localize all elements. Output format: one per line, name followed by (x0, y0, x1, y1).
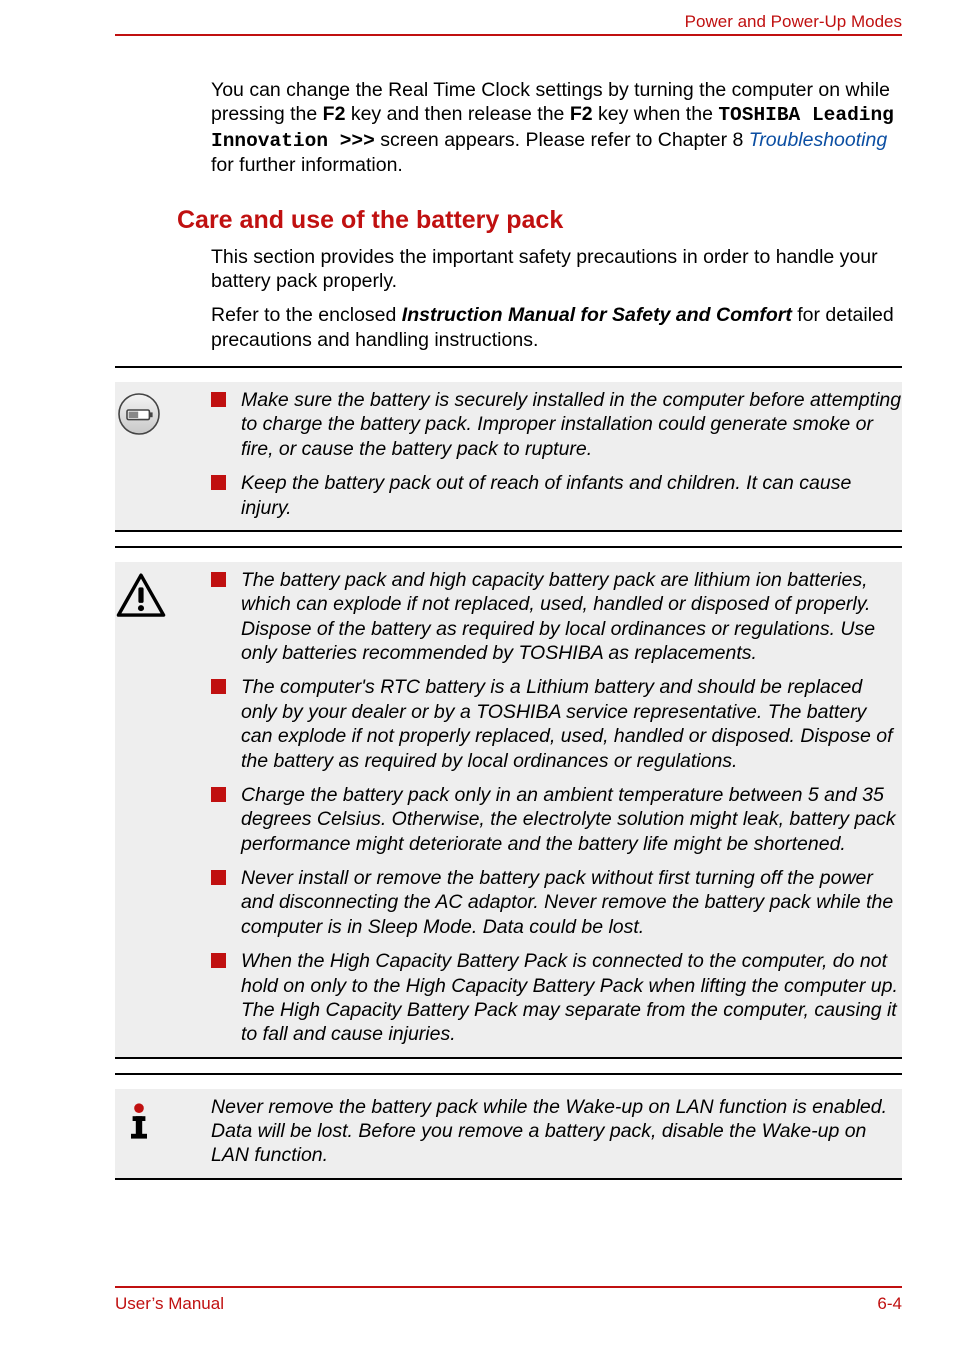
list-item: Charge the battery pack only in an ambie… (211, 783, 902, 856)
list-item: When the High Capacity Battery Pack is c… (211, 949, 902, 1047)
intro-mid2: key when the (593, 103, 719, 125)
list-item: Never install or remove the battery pack… (211, 866, 902, 939)
intro-paragraph: You can change the Real Time Clock setti… (211, 78, 902, 178)
intro-link-troubleshooting[interactable]: Troubleshooting (749, 129, 887, 151)
top-rule (115, 34, 902, 36)
callout-warning: The battery pack and high capacity batte… (115, 562, 902, 1057)
footer-left: User’s Manual (115, 1294, 224, 1314)
sp2-bold: Instruction Manual for Safety and Comfor… (402, 304, 792, 326)
callout-warning-block: The battery pack and high capacity batte… (115, 546, 902, 1059)
intro-post: for further information. (211, 154, 403, 176)
section-para-1: This section provides the important safe… (211, 245, 902, 294)
running-head: Power and Power-Up Modes (685, 12, 902, 32)
intro-key-f2-1: F2 (323, 103, 346, 125)
callout-warning-list: The battery pack and high capacity batte… (211, 568, 902, 1047)
section-intro: This section provides the important safe… (211, 245, 902, 353)
intro-mid3: screen appears. Please refer to Chapter … (375, 129, 749, 151)
list-item: The computer's RTC battery is a Lithium … (211, 675, 902, 773)
callout-rule (115, 530, 902, 532)
callout-rule (115, 366, 902, 368)
callout-battery: Make sure the battery is securely instal… (115, 382, 902, 530)
info-icon (115, 1097, 163, 1150)
footer-right: 6-4 (877, 1294, 902, 1314)
callout-info: Never remove the battery pack while the … (115, 1089, 902, 1178)
intro-mid1: key and then release the (345, 103, 569, 125)
callout-rule (115, 1073, 902, 1075)
battery-icon (115, 390, 163, 443)
footer-rule (115, 1286, 902, 1288)
callout-battery-block: Make sure the battery is securely instal… (115, 366, 902, 532)
section-para-2: Refer to the enclosed Instruction Manual… (211, 303, 902, 352)
callout-rule (115, 1057, 902, 1059)
callout-battery-list: Make sure the battery is securely instal… (211, 388, 902, 520)
callout-rule (115, 1178, 902, 1180)
callout-info-block: Never remove the battery pack while the … (115, 1073, 902, 1180)
warning-icon (115, 570, 167, 627)
list-item: Make sure the battery is securely instal… (211, 388, 902, 461)
intro-key-f2-2: F2 (570, 103, 593, 125)
sp2-pre: Refer to the enclosed (211, 304, 402, 326)
page-footer: User’s Manual 6-4 (115, 1286, 902, 1314)
list-item: Keep the battery pack out of reach of in… (211, 471, 902, 520)
callout-info-text: Never remove the battery pack while the … (211, 1095, 902, 1168)
section-heading: Care and use of the battery pack (177, 206, 902, 235)
list-item: The battery pack and high capacity batte… (211, 568, 902, 666)
callout-rule (115, 546, 902, 548)
